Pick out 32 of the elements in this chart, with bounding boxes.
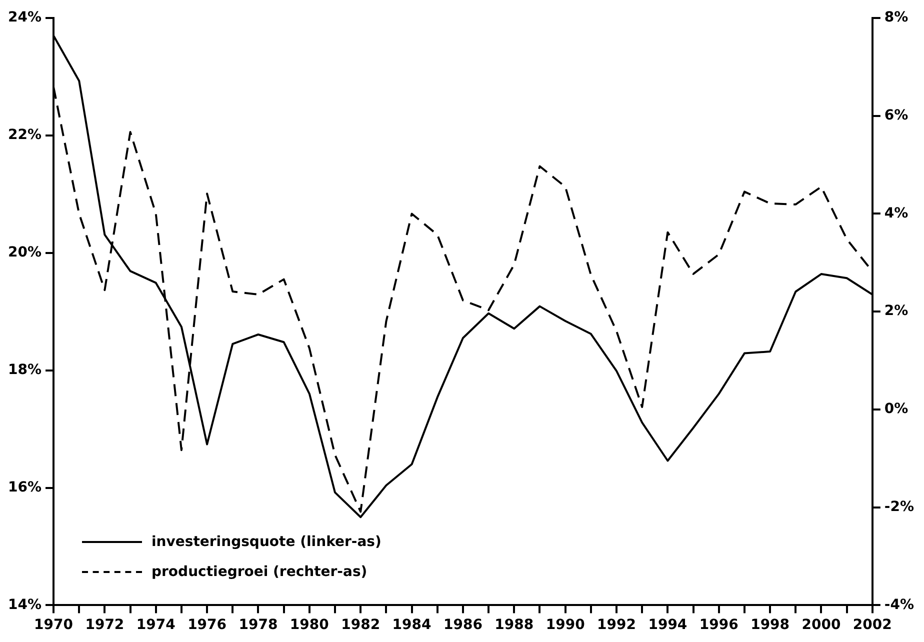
x-tick-label: 1990 [546,617,586,634]
x-tick-label: 1972 [85,617,124,634]
y2-tick-label: -2% [884,498,914,515]
x-tick-label: 2002 [852,617,892,634]
y2-tick-label: 2% [884,303,908,320]
x-tick-label: 1978 [238,617,278,634]
y-tick-label: 20% [8,244,42,261]
legend-label: investeringsquote (linker-as) [152,533,382,552]
x-tick-label: 1998 [750,617,790,634]
x-tick-label: 1970 [34,617,74,634]
x-tick-label: 1992 [597,617,636,634]
x-tick-label: 1984 [392,617,432,634]
x-tick-label: 1980 [290,617,330,634]
x-tick-label: 1994 [648,617,688,634]
x-tick-label: 1974 [136,617,176,634]
y2-tick-label: 8% [884,10,908,26]
y-tick-label: 18% [8,362,42,378]
x-tick-label: 1976 [188,617,227,634]
x-tick-label: 1988 [494,617,534,634]
y2-tick-label: 0% [884,401,908,418]
y-tick-label: 14% [8,596,42,613]
x-tick-label: 1996 [699,617,738,634]
y-tick-label: 24% [8,10,42,26]
legend-label: productiegroei (rechter-as) [152,563,368,582]
y2-tick-label: 6% [884,108,908,124]
y2-tick-label: 4% [884,205,908,222]
x-tick-label: 1982 [341,617,380,634]
x-tick-label: 2000 [802,617,841,634]
y-tick-label: 16% [8,479,42,496]
y-tick-label: 22% [8,127,42,144]
y2-tick-label: -4% [884,596,914,613]
x-tick-label: 1986 [443,617,482,634]
